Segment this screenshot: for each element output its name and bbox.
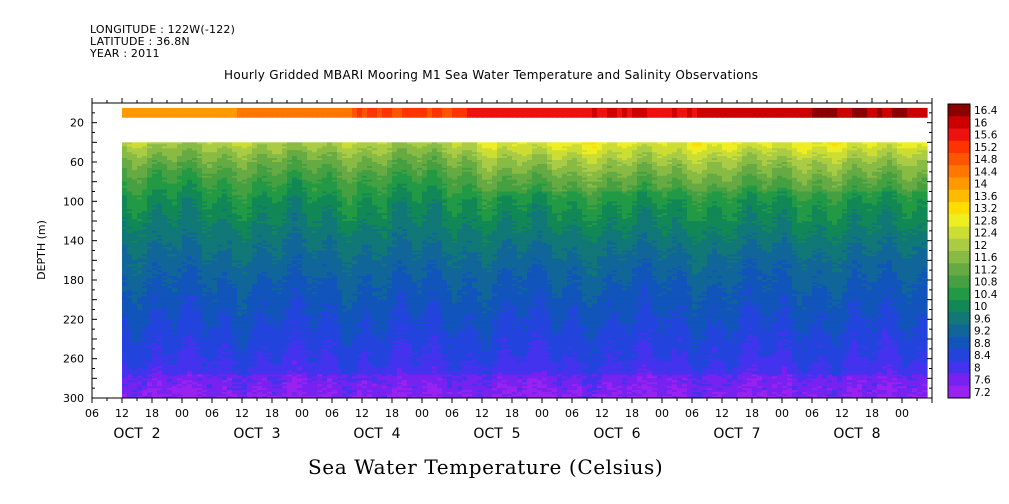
temperature-depth-chart: 06 12 18 00 06 12 18 00 06 12 18 00 06 12 18 00 06 12 18 00… — [0, 0, 1009, 504]
